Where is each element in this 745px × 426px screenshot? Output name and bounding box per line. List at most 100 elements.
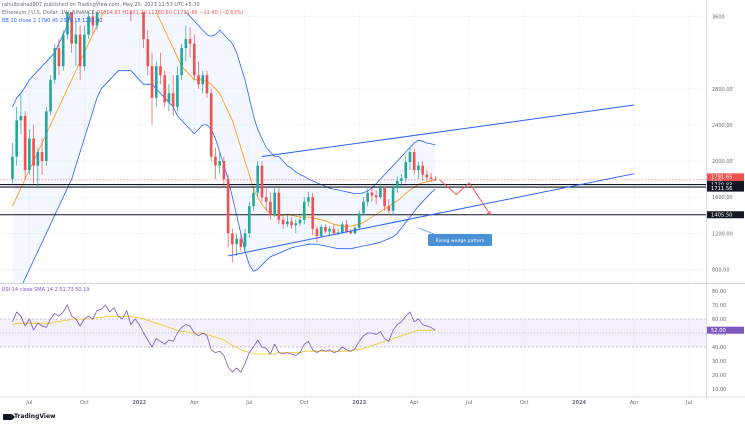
time-tick-label: Apr	[190, 400, 200, 406]
watermark-text: TradingView	[14, 413, 56, 420]
candle-body	[315, 228, 319, 237]
time-tick-label: 2022	[132, 400, 146, 406]
candle-body	[87, 16, 90, 35]
candle-body	[36, 152, 40, 166]
price-tag	[707, 181, 744, 189]
candle-body	[319, 226, 323, 237]
price-tag-label: 1791.65	[711, 175, 732, 181]
candle-body	[324, 226, 327, 232]
time-tick-label: Jul	[25, 400, 32, 406]
candle-body	[28, 138, 31, 171]
candle-body	[247, 206, 251, 234]
candle-body	[328, 228, 331, 232]
candle-body	[286, 221, 289, 225]
candle-body	[252, 192, 255, 207]
candle-body	[256, 165, 260, 193]
time-tick-label: 2023	[352, 400, 366, 406]
candle-body	[74, 34, 78, 44]
candle-body	[362, 201, 365, 214]
time-tick-label: Jul	[245, 400, 252, 406]
candle-body	[142, 12, 145, 40]
candle-body	[171, 93, 175, 107]
candle-body	[260, 165, 264, 198]
candle-body	[298, 219, 302, 224]
rsi-tick-label: 20.00	[712, 373, 726, 379]
candle-body	[391, 188, 395, 211]
candle-body	[167, 93, 171, 103]
candle-body	[70, 12, 73, 44]
time-tick-label: Jul	[465, 400, 472, 406]
time-tick-label: Oct	[520, 400, 529, 406]
candle-body	[421, 165, 424, 175]
candle-body	[209, 93, 213, 157]
candle-body	[400, 178, 403, 181]
rsi-tick-label: 60.00	[712, 317, 726, 323]
candle-body	[281, 219, 285, 225]
rsi-tick-label: 80.00	[712, 289, 726, 295]
candle-body	[412, 152, 416, 171]
bb-upper-line	[12, 12, 436, 195]
bb-indicator-line: BB 20 close 2 1790.45 2329.18 1251.42	[2, 18, 103, 24]
price-tick-label: 800.00	[712, 267, 730, 273]
candle-body	[417, 165, 420, 171]
candle-body	[294, 223, 298, 226]
candle-body	[214, 156, 217, 166]
candle-body	[345, 224, 348, 232]
candle-body	[66, 12, 69, 35]
candle-body	[243, 233, 247, 247]
candle-body	[269, 201, 272, 216]
candle-body	[218, 161, 221, 166]
candle-body	[57, 48, 61, 67]
candle-body	[336, 232, 340, 234]
tradingview-watermark: TradingView	[3, 413, 56, 420]
candle-body	[332, 228, 336, 234]
candle-body	[239, 238, 243, 247]
time-tick-label: 2024	[572, 400, 586, 406]
candle-body	[235, 238, 238, 245]
candle-body	[176, 75, 179, 107]
candle-body	[40, 152, 44, 162]
candle-body	[383, 188, 386, 207]
candle-body	[264, 197, 268, 202]
candle-body	[357, 213, 361, 228]
price-tick-label: 2400.00	[712, 123, 733, 129]
price-tick-label: 1600.00	[712, 195, 733, 201]
candle-body	[188, 39, 192, 44]
candle-body	[197, 75, 200, 85]
price-tick-label: 1200.00	[712, 231, 733, 237]
rsi-tick-label: 40.00	[712, 345, 726, 351]
candle-body	[184, 39, 188, 49]
price-tick-label: 3600	[712, 15, 725, 21]
candle-body	[19, 115, 23, 121]
time-tick-label: Apr	[410, 400, 420, 406]
main-plot: Rising wedge pattern	[0, 12, 706, 283]
candle-body	[91, 16, 95, 26]
rsi-sma-line	[12, 315, 436, 355]
bb-basis-line	[12, 12, 436, 227]
candle-body	[205, 75, 209, 94]
candle-body	[11, 156, 14, 180]
rsi-line	[12, 304, 436, 373]
candle-body	[78, 34, 82, 67]
candle-body	[44, 111, 48, 162]
author-line: rahulbrahad907 published on TradingView.…	[2, 2, 200, 8]
candle-body	[201, 75, 205, 85]
bb-fill	[12, 12, 436, 283]
rsi-tick-label: 70.00	[712, 303, 726, 309]
annotation-box	[428, 234, 492, 246]
price-tag	[707, 173, 744, 185]
candle-body	[23, 115, 27, 171]
wedge-lower-trendline	[228, 173, 635, 257]
candle-body	[95, 12, 99, 26]
candle-body	[341, 224, 344, 233]
time-tick-label: Oct	[80, 400, 89, 406]
price-tag	[707, 184, 744, 192]
price-tag-label: 1405.50	[711, 213, 732, 219]
tradingview-logo-icon	[3, 413, 15, 420]
candle-body	[32, 138, 35, 166]
candle-body	[226, 179, 230, 234]
price-tag-label: 1711.56	[711, 186, 732, 192]
candle-body	[408, 152, 412, 162]
